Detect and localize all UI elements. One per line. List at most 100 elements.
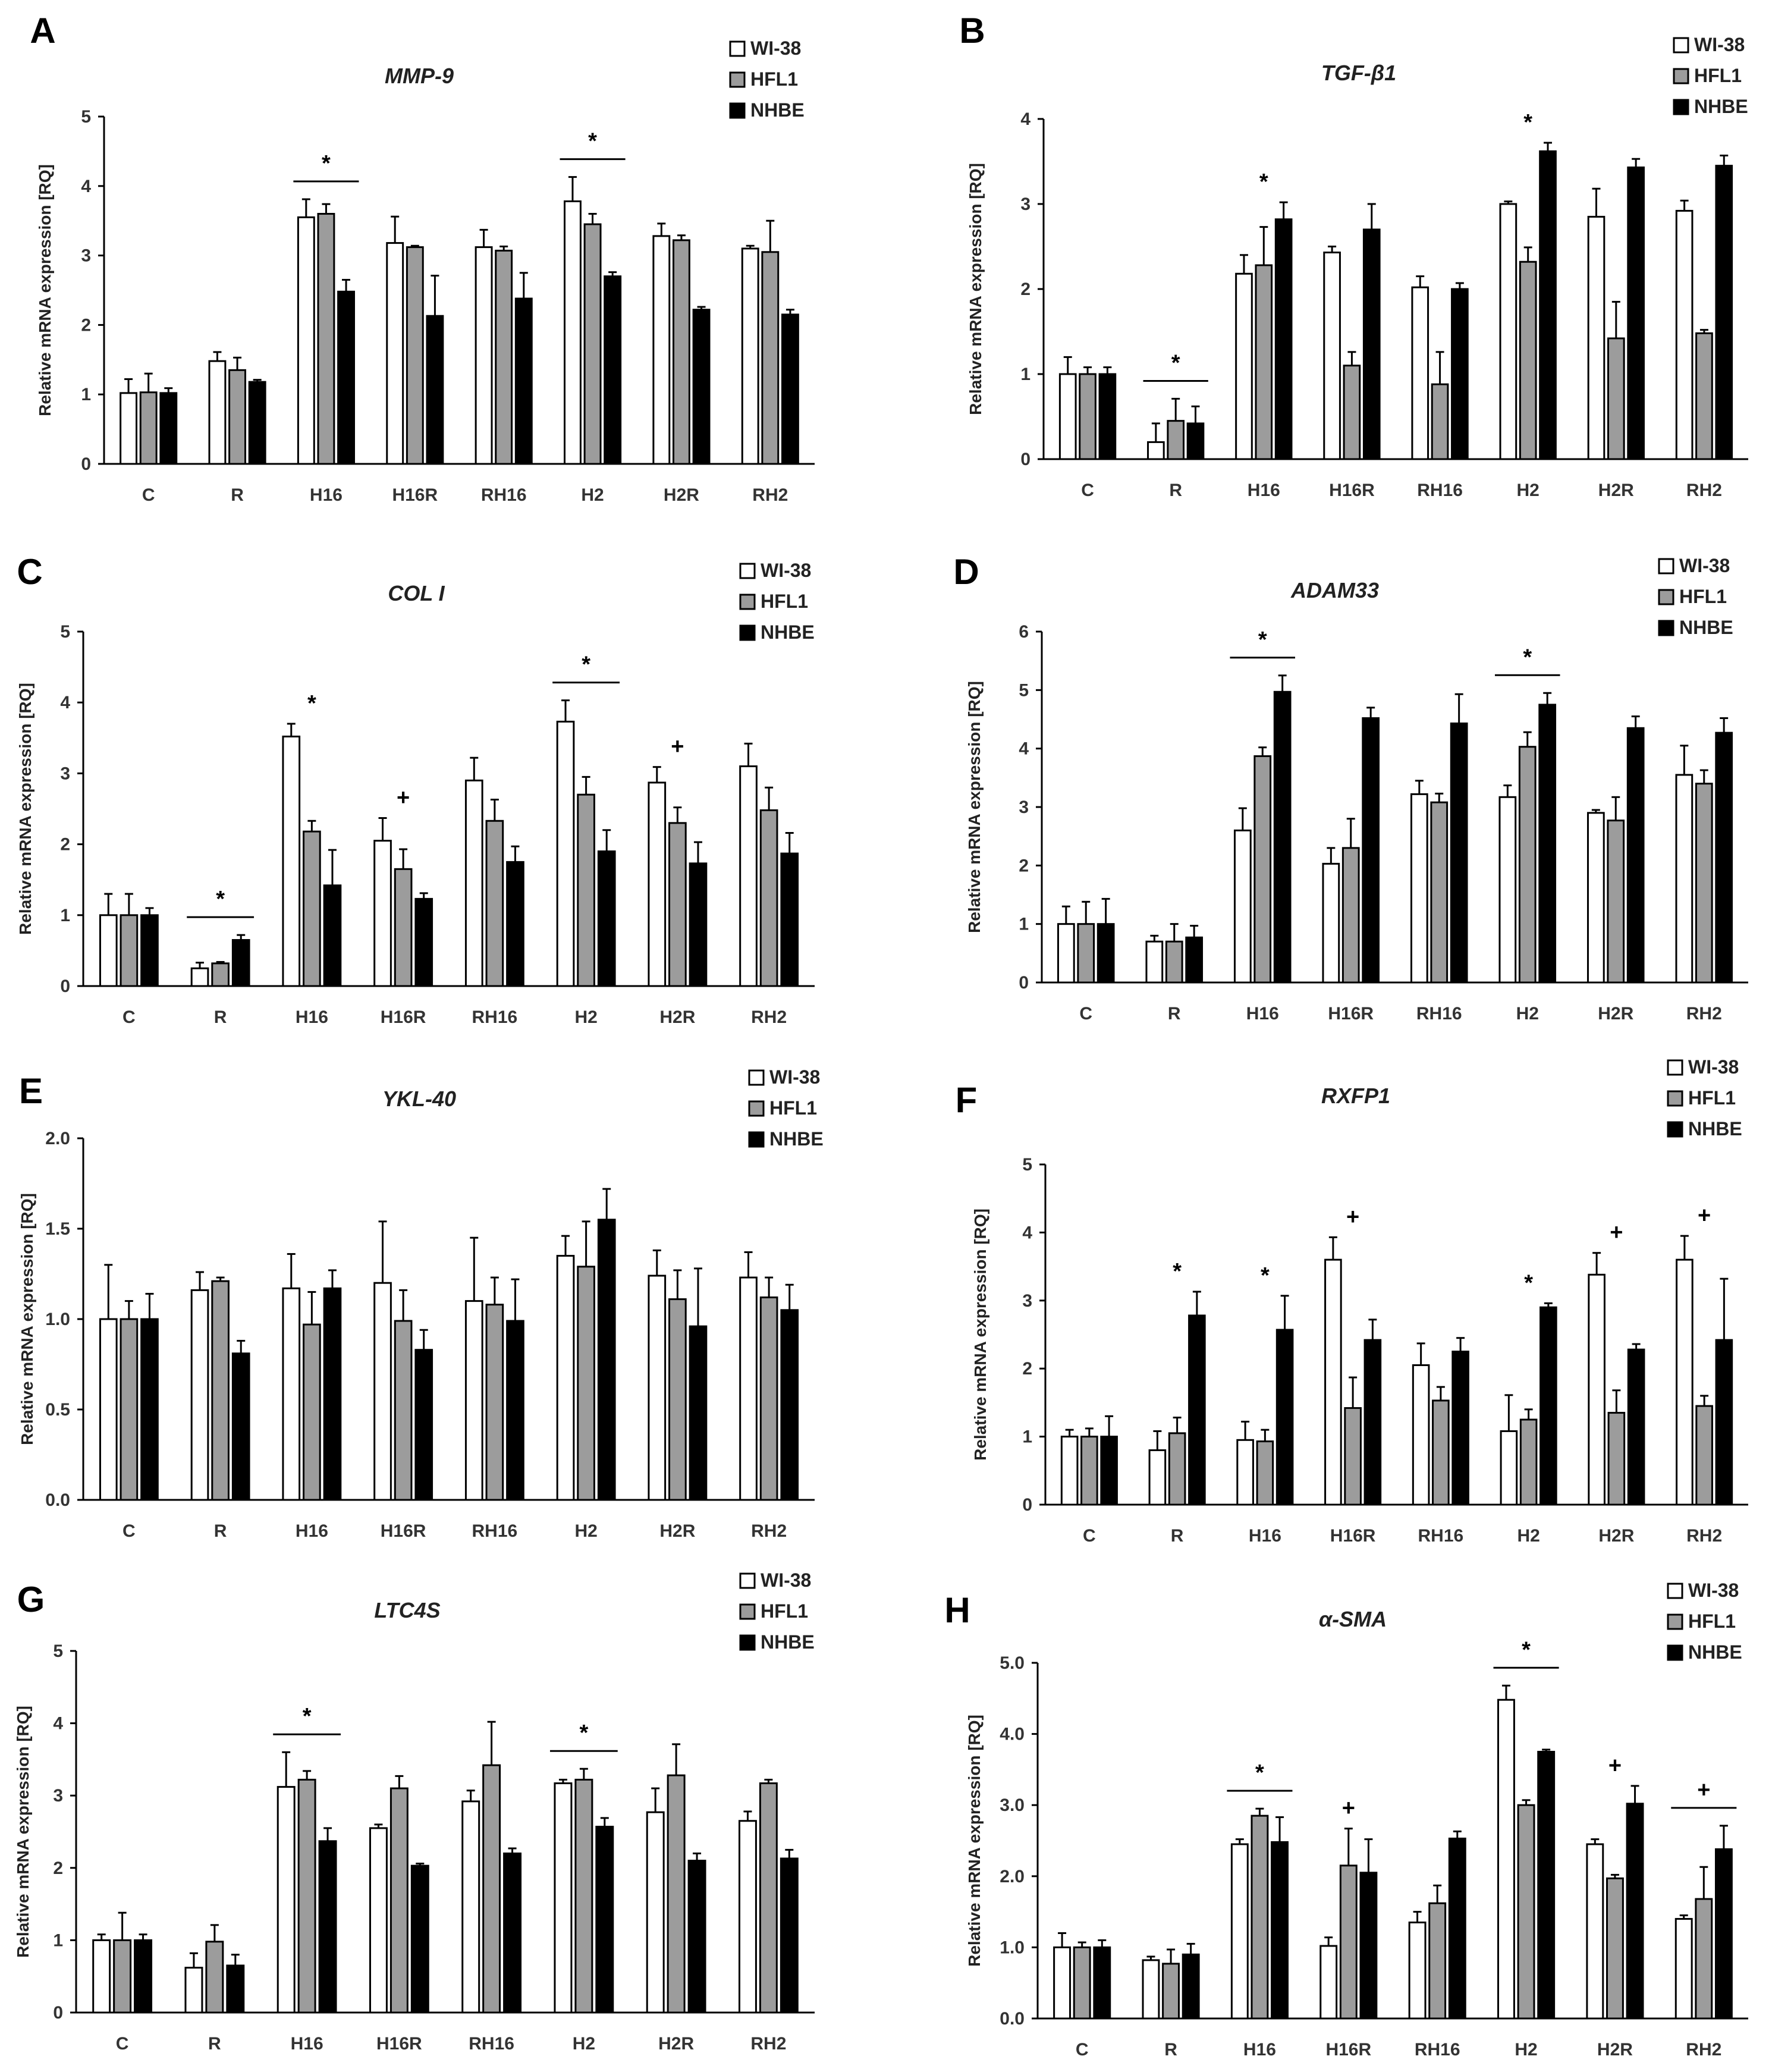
panel-e-title: YKL-40	[382, 1087, 456, 1111]
panel-g-y-tick-label: 5	[53, 1641, 63, 1661]
panel-d-legend-label-hfl1: HFL1	[1679, 586, 1727, 607]
panel-f-significance-marker: *	[1261, 1263, 1270, 1288]
panel-c-bar-hfl1-r	[211, 962, 230, 987]
panel-b-bar-hfl1-h16r	[1343, 365, 1361, 460]
panel-c-legend-label-wi-38: WI-38	[761, 560, 811, 581]
panel-h-x-tick-label: C	[1076, 2040, 1089, 2060]
panel-f-x-tick-label: RH16	[1418, 1526, 1464, 1546]
panel-c-bar-wi-38-rh16	[464, 779, 483, 987]
panel-f-bar-nhbe-rh2	[1715, 1339, 1733, 1506]
panel-h-x-tick-label: R	[1164, 2040, 1177, 2060]
panel-c-x-tick-label: H16	[296, 1007, 328, 1027]
panel-g-y-tick-label: 0	[53, 2003, 63, 2023]
panel-g-x-tick-label: R	[208, 2034, 221, 2054]
panel-g-bar-nhbe-r	[226, 1964, 245, 2014]
panel-a-bar-nhbe-h2	[604, 275, 622, 465]
panel-a-legend-swatch-hfl1	[729, 71, 746, 88]
panel-g-y-tick-label: 2	[53, 1858, 63, 1878]
panel-g-bar-wi-38-c	[92, 1939, 111, 2014]
panel-g-x-tick-label: RH16	[469, 2034, 514, 2054]
panel-b-bar-nhbe-h2r	[1627, 167, 1645, 460]
panel-c-legend-swatch-wi-38	[739, 563, 756, 579]
panel-h-legend-label-nhbe: NHBE	[1688, 1641, 1742, 1663]
panel-g-bar-wi-38-r	[184, 1967, 203, 2014]
panel-f-bar-wi-38-h16r	[1324, 1258, 1342, 1506]
panel-d-letter: D	[953, 552, 979, 592]
panel-f-x-tick-label: H16	[1249, 1526, 1281, 1546]
panel-h-bar-wi-38-rh16	[1408, 1922, 1427, 2020]
panel-d-bar-wi-38-r	[1145, 940, 1164, 984]
panel-b-y-tick-label: 2	[1020, 280, 1030, 299]
panel-d-bar-hfl1-rh16	[1430, 801, 1449, 984]
panel-d-y-tick-label: 3	[1019, 798, 1029, 817]
panel-e-bar-nhbe-c	[140, 1318, 159, 1501]
panel-d-bar-wi-38-h2	[1498, 796, 1517, 984]
panel-b-bar-wi-38-c	[1058, 373, 1077, 460]
panel-b-legend-label-hfl1: HFL1	[1694, 65, 1742, 86]
panel-c-bar-wi-38-h2r	[648, 781, 667, 987]
panel-a-bar-nhbe-rh16	[514, 297, 533, 465]
panel-g-bar-hfl1-c	[113, 1939, 132, 2014]
panel-g-significance-marker: *	[303, 1704, 312, 1729]
panel-b-x-tick-label: C	[1081, 481, 1094, 500]
panel-c-legend-label-nhbe: NHBE	[761, 621, 815, 643]
panel-h-bar-nhbe-rh16	[1448, 1837, 1466, 2020]
panel-f-y-tick-label: 4	[1022, 1223, 1032, 1242]
panel-b-bar-nhbe-h16	[1274, 218, 1293, 460]
panel-g-bar-nhbe-c	[134, 1939, 153, 2014]
panel-e-legend-label-wi-38: WI-38	[769, 1066, 820, 1088]
panel-d-bar-nhbe-r	[1185, 936, 1204, 984]
panel-b-bar-hfl1-r	[1167, 420, 1185, 460]
panel-a-y-tick-label: 1	[81, 385, 91, 404]
panel-g-x-tick-label: RH2	[750, 2034, 786, 2054]
panel-c-significance-marker: *	[216, 887, 225, 912]
panel-c-bar-nhbe-rh16	[506, 861, 524, 987]
panel-d-y-tick-label: 1	[1019, 915, 1029, 934]
panel-h-legend-swatch-wi-38	[1667, 1583, 1683, 1599]
panel-f-x-tick-label: R	[1171, 1526, 1184, 1546]
panel-h-bar-nhbe-h16	[1271, 1841, 1289, 2020]
panel-d-y-axis-label: Relative mRNA expression [RQ]	[965, 681, 984, 933]
panel-a-bar-wi-38-r	[208, 360, 227, 465]
panel-d-x-tick-label: RH16	[1416, 1004, 1462, 1024]
panel-d-bar-hfl1-h2	[1518, 746, 1537, 984]
panel-c-bar-wi-38-c	[99, 914, 118, 987]
panel-a-bar-nhbe-h16	[337, 290, 355, 465]
panel-g-bar-hfl1-rh2	[759, 1782, 778, 2014]
panel-b-y-tick-label: 4	[1020, 109, 1030, 129]
panel-b-bar-wi-38-rh16	[1411, 286, 1429, 460]
panel-c-significance-marker: *	[307, 691, 316, 716]
panel-c-bar-nhbe-h2r	[689, 862, 708, 987]
panel-g-bar-hfl1-rh16	[482, 1764, 501, 2014]
panel-e-legend-label-hfl1: HFL1	[769, 1097, 817, 1119]
panel-g-bar-hfl1-h2	[574, 1778, 593, 2014]
panel-d-bar-nhbe-h16	[1273, 690, 1292, 984]
panel-d-bar-hfl1-h16	[1253, 755, 1272, 984]
panel-a-bar-wi-38-h16r	[386, 242, 404, 465]
panel-f-legend-swatch-hfl1	[1667, 1090, 1683, 1107]
panel-c-y-tick-label: 5	[60, 622, 70, 642]
panel-a-legend-label-hfl1: HFL1	[750, 68, 798, 90]
panel-d-bar-hfl1-c	[1077, 923, 1095, 984]
panel-e-bar-wi-38-h2r	[648, 1274, 667, 1501]
panel-g-bar-nhbe-rh2	[780, 1857, 799, 2014]
panel-a-bar-hfl1-h2	[583, 223, 602, 465]
panel-h-legend-label-wi-38: WI-38	[1688, 1580, 1739, 1601]
panel-h-significance-marker: +	[1608, 1753, 1622, 1778]
panel-b-x-tick-label: R	[1169, 481, 1182, 500]
panel-c-legend-swatch-nhbe	[739, 624, 756, 641]
panel-h-y-tick-label: 4.0	[1000, 1725, 1025, 1744]
panel-a-bar-wi-38-c	[120, 392, 138, 465]
panel-c-y-tick-label: 4	[60, 693, 70, 712]
panel-g-bar-wi-38-h16	[277, 1786, 296, 2014]
panel-e-bar-nhbe-rh16	[506, 1320, 524, 1501]
panel-c-bar-wi-38-h16r	[373, 840, 392, 987]
panel-e-bar-hfl1-h2r	[668, 1298, 687, 1501]
panel-h-x-tick-label: RH16	[1415, 2040, 1460, 2060]
panel-h-bar-wi-38-h2r	[1586, 1843, 1604, 2020]
panel-c-bar-nhbe-h2	[597, 850, 616, 987]
panel-c-x-tick-label: H16R	[381, 1007, 426, 1027]
panel-d-x-tick-label: H16	[1246, 1004, 1279, 1024]
panel-f-bar-wi-38-h2r	[1588, 1273, 1606, 1506]
panel-c-legend-swatch-hfl1	[739, 594, 756, 610]
